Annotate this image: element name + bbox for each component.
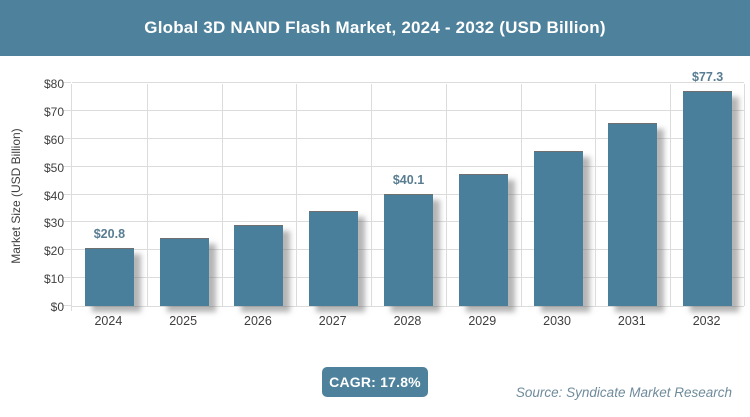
x-tick-label: 2029 xyxy=(468,314,497,328)
v-gridline xyxy=(296,84,298,306)
v-gridline xyxy=(371,84,373,306)
cagr-badge: CAGR: 17.8% xyxy=(322,367,428,397)
y-axis-tick xyxy=(63,165,71,167)
h-gridline xyxy=(72,165,744,167)
bar xyxy=(458,174,508,306)
x-tick-label: 2032 xyxy=(692,314,721,328)
bar xyxy=(608,123,658,306)
v-gridline xyxy=(146,84,148,306)
chart-title-bar: Global 3D NAND Flash Market, 2024 - 2032… xyxy=(0,0,750,56)
y-axis-tick xyxy=(63,82,71,83)
bar xyxy=(84,248,134,306)
bar-value-label: $20.8 xyxy=(93,227,126,242)
y-axis-tick xyxy=(63,193,71,195)
y-axis-tick xyxy=(63,277,71,279)
x-tick-label: 2031 xyxy=(617,314,646,328)
plot-area: $20.8 $40.1 $77.3 xyxy=(63,70,745,311)
y-tick-label: $80 xyxy=(43,77,64,91)
x-tick-label: 2030 xyxy=(543,314,571,328)
y-tick-label: $10 xyxy=(43,272,64,287)
y-axis-tick xyxy=(63,221,71,223)
x-tick-label: 2025 xyxy=(169,314,198,328)
h-gridline xyxy=(72,137,744,139)
v-gridline xyxy=(221,84,223,306)
x-tick-label: 2026 xyxy=(244,314,272,328)
bar xyxy=(533,151,583,306)
chart-title: Global 3D NAND Flash Market, 2024 - 2032… xyxy=(144,18,606,37)
bar-value-label: $77.3 xyxy=(691,69,724,84)
v-gridline xyxy=(595,84,597,306)
bar xyxy=(234,225,284,306)
bar xyxy=(384,194,433,306)
y-axis-spine-extension xyxy=(71,306,72,311)
bar xyxy=(683,90,733,306)
v-gridline xyxy=(744,84,745,306)
y-axis-tick xyxy=(63,109,71,111)
y-tick-label: $40 xyxy=(43,188,64,203)
h-gridline xyxy=(72,82,744,83)
y-axis-tick xyxy=(63,249,71,251)
y-tick-label: $20 xyxy=(43,244,64,259)
y-tick-label: $70 xyxy=(43,104,64,119)
h-gridline xyxy=(72,109,744,111)
y-tick-label: $0 xyxy=(50,300,64,314)
y-axis-tick xyxy=(63,137,71,139)
bar-value-label: $40.1 xyxy=(392,173,425,188)
x-tick-label: 2024 xyxy=(94,314,123,328)
bar xyxy=(159,237,209,306)
x-tick-label: 2028 xyxy=(393,314,422,328)
y-tick-label: $30 xyxy=(43,216,64,231)
y-tick-label: $50 xyxy=(43,160,64,175)
bar xyxy=(309,211,359,306)
y-axis-tick xyxy=(63,305,71,306)
v-gridline xyxy=(670,84,672,306)
h-gridline xyxy=(72,193,744,195)
x-tick-label: 2027 xyxy=(318,314,347,328)
v-gridline xyxy=(520,84,522,306)
source-attribution: Source: Syndicate Market Research xyxy=(515,385,732,400)
v-gridline xyxy=(445,84,447,306)
y-tick-label: $60 xyxy=(43,132,64,147)
